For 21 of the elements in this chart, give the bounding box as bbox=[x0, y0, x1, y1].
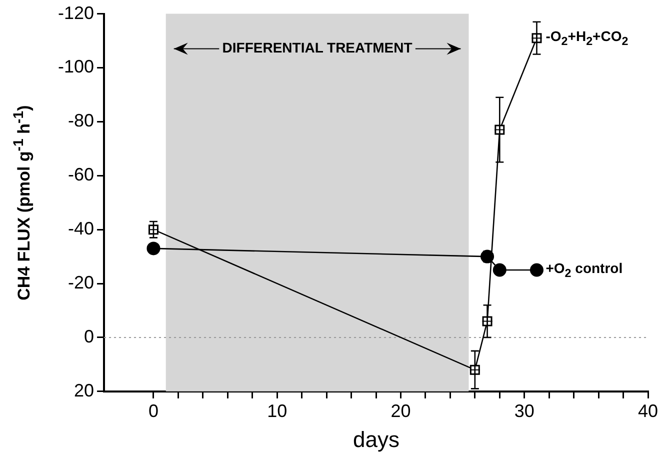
x-tick-label: 30 bbox=[514, 401, 534, 422]
x-tick-label: 40 bbox=[638, 401, 658, 422]
point bbox=[492, 263, 506, 277]
y-tick-label: -20 bbox=[68, 272, 94, 292]
series-label: +O$_{2}$ control bbox=[546, 260, 623, 280]
point bbox=[480, 250, 494, 264]
y-tick-label: -100 bbox=[58, 56, 94, 77]
series-label: -O$_{2}$+H$_{2}$+CO$_{2}$ bbox=[546, 28, 628, 48]
y-tick-label: -60 bbox=[68, 164, 94, 185]
x-tick-label: 0 bbox=[148, 401, 158, 422]
band-label: DIFFERENTIAL TREATMENT bbox=[222, 40, 413, 56]
y-tick-label: -80 bbox=[68, 110, 94, 131]
y-tick-label: 20 bbox=[74, 380, 94, 400]
y-tick-label: -40 bbox=[68, 218, 94, 239]
x-tick-label: 20 bbox=[390, 401, 411, 422]
x-axis-title: days bbox=[353, 427, 400, 454]
point bbox=[530, 263, 544, 277]
point bbox=[146, 242, 160, 256]
x-tick-label: 10 bbox=[267, 401, 288, 422]
y-tick-label: -120 bbox=[58, 2, 94, 23]
y-tick-label: 0 bbox=[84, 326, 94, 346]
